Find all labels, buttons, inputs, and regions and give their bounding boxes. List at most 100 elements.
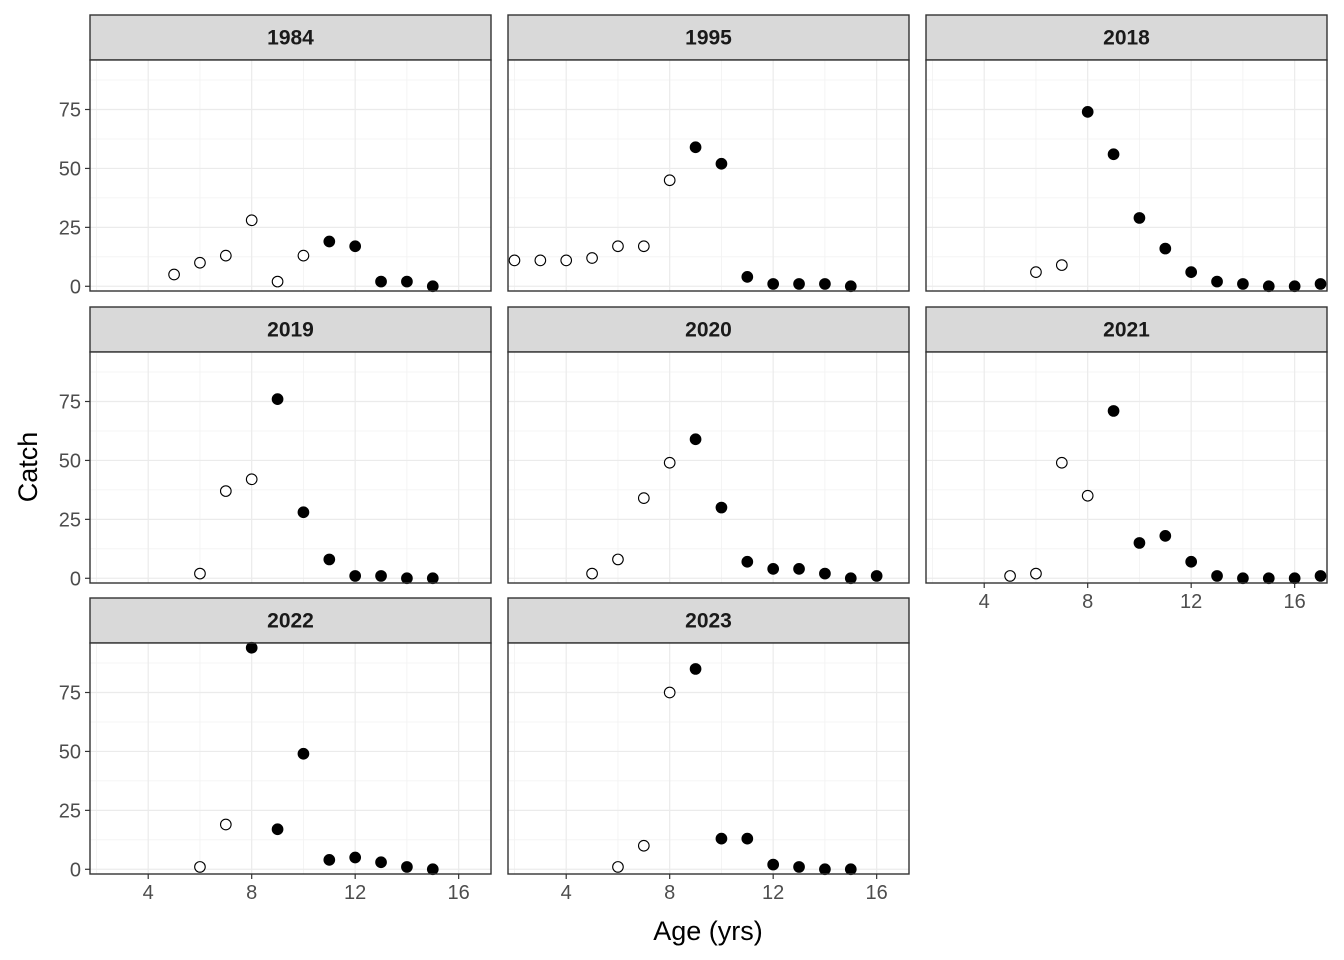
point-filled	[426, 280, 439, 293]
point-open	[194, 861, 206, 873]
point-filled	[715, 832, 728, 845]
x-tick-label: 12	[344, 882, 366, 904]
plot-background	[926, 352, 1327, 583]
point-open	[612, 553, 624, 566]
strip-label: 2022	[267, 610, 314, 633]
point-filled	[689, 663, 702, 675]
y-tick-label: 75	[59, 392, 81, 414]
point-filled	[1107, 148, 1120, 161]
point-filled	[297, 747, 310, 760]
panel-border	[925, 351, 1328, 584]
point-filled	[1237, 572, 1249, 585]
y-tick-label: 0	[70, 859, 81, 881]
point-filled	[349, 570, 362, 582]
point-open	[1055, 259, 1068, 271]
point-filled	[870, 570, 883, 582]
point-filled	[819, 567, 831, 580]
point-filled	[844, 863, 857, 876]
point-open	[637, 240, 650, 253]
point-open	[637, 492, 650, 504]
point-filled	[1185, 266, 1198, 278]
point-filled	[767, 858, 780, 871]
point-filled	[426, 863, 439, 876]
y-tick-label: 0	[70, 276, 81, 298]
point-filled	[741, 832, 754, 845]
x-tick-label: 4	[561, 882, 572, 904]
point-filled	[1133, 537, 1146, 549]
plot-background	[90, 643, 491, 874]
y-tick-label: 25	[59, 217, 81, 239]
x-tick-label: 16	[448, 882, 470, 904]
point-filled	[1133, 212, 1146, 224]
point-filled	[793, 278, 805, 290]
point-filled	[401, 572, 413, 585]
y-tick-label: 0	[70, 568, 81, 590]
point-open	[245, 214, 258, 227]
point-filled	[245, 641, 258, 654]
point-filled	[401, 275, 413, 288]
x-tick-label: 8	[246, 882, 257, 904]
facet-panel-1995: 1995	[507, 14, 910, 293]
x-axis-title: Age (yrs)	[653, 916, 763, 946]
facet-panel-2019: 2019 0 25 50 75	[59, 306, 492, 590]
point-filled	[1081, 106, 1094, 118]
point-filled	[844, 280, 857, 293]
point-filled	[689, 433, 702, 446]
point-open	[560, 254, 573, 267]
panel-border	[507, 642, 910, 875]
facet-panel-2018: 2018	[925, 14, 1328, 293]
y-tick-label: 25	[59, 509, 81, 531]
strip-background	[89, 306, 492, 353]
point-filled	[767, 563, 780, 575]
point-filled	[819, 863, 831, 876]
point-open	[194, 256, 206, 269]
point-open	[219, 485, 232, 497]
point-filled	[793, 861, 805, 873]
point-open	[637, 839, 650, 852]
point-filled	[715, 157, 728, 170]
panel-border	[925, 59, 1328, 292]
strip-background	[89, 597, 492, 644]
plot-background	[508, 352, 909, 583]
point-filled	[767, 278, 780, 290]
point-filled	[793, 563, 805, 575]
y-tick-label: 25	[59, 800, 81, 822]
point-filled	[375, 275, 387, 288]
y-axis-title: Catch	[13, 432, 43, 503]
point-open	[1030, 567, 1042, 580]
point-filled	[741, 271, 754, 283]
y-tick-label: 50	[59, 741, 81, 763]
point-open	[1081, 489, 1094, 502]
panel-border	[507, 59, 910, 292]
point-open	[612, 240, 624, 253]
point-filled	[401, 861, 413, 873]
point-filled	[1211, 275, 1223, 288]
facet-panel-2022: 2022 0 25 50 75 4 8 12 16	[59, 597, 492, 904]
strip-label: 2019	[267, 319, 314, 342]
point-filled	[715, 501, 728, 514]
point-open	[663, 456, 676, 469]
point-filled	[1262, 280, 1275, 293]
y-tick-label: 75	[59, 100, 81, 122]
x-tick-label: 8	[1082, 591, 1093, 613]
strip-label: 2021	[1103, 319, 1150, 342]
point-filled	[819, 278, 831, 290]
point-open	[1055, 456, 1068, 469]
x-tick-label: 16	[1284, 591, 1306, 613]
point-filled	[1185, 555, 1198, 568]
point-filled	[1314, 570, 1327, 582]
point-open	[1030, 266, 1042, 278]
strip-label: 2023	[685, 610, 732, 633]
point-open	[1004, 570, 1016, 582]
facet-panel-2020: 2020	[507, 306, 910, 585]
point-filled	[1211, 570, 1223, 582]
point-open	[586, 252, 598, 264]
point-filled	[1314, 278, 1327, 290]
point-filled	[426, 572, 439, 585]
point-open	[663, 686, 676, 699]
y-tick-label: 75	[59, 683, 81, 705]
point-open	[534, 254, 547, 267]
point-open	[612, 861, 624, 873]
point-filled	[741, 555, 754, 568]
